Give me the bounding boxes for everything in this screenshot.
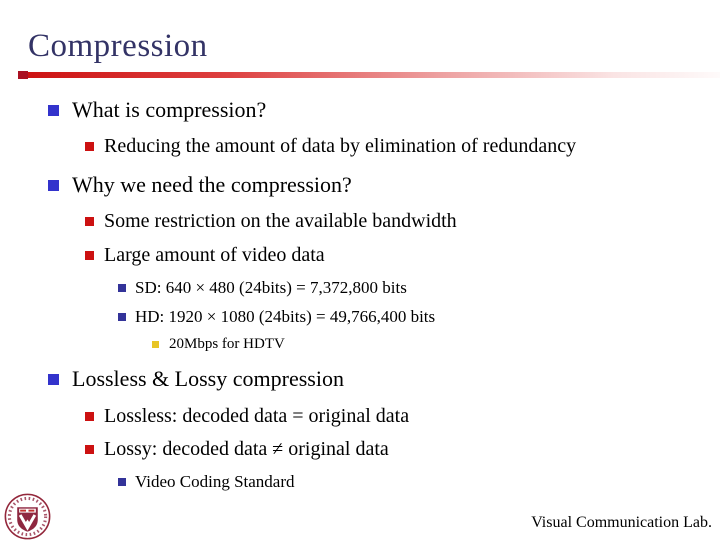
bullet-text: Lossless & Lossy compression	[72, 366, 344, 391]
bullet-text: Lossy: decoded data ≠ original data	[104, 438, 389, 460]
title-underline-cap	[18, 71, 28, 79]
bullet-text: HD: 1920 × 1080 (24bits) = 49,766,400 bi…	[135, 307, 436, 326]
square-bullet-icon	[85, 251, 94, 260]
square-bullet-icon	[118, 478, 126, 486]
bullet-item: Why we need the compression?	[48, 172, 352, 198]
university-seal-icon	[4, 493, 51, 540]
bullet-text: What is compression?	[72, 97, 267, 122]
square-bullet-icon	[85, 217, 94, 226]
square-bullet-icon	[85, 412, 94, 421]
bullet-item: Large amount of video data	[85, 244, 325, 267]
bullet-item: Some restriction on the available bandwi…	[85, 210, 457, 233]
bullet-item: Lossless & Lossy compression	[48, 366, 344, 392]
square-bullet-icon	[118, 313, 126, 321]
bullet-item: What is compression?	[48, 97, 266, 123]
bullet-text: Why we need the compression?	[72, 172, 352, 197]
square-bullet-icon	[85, 445, 94, 454]
title-underline-bar	[18, 71, 720, 79]
bullet-item: Lossless: decoded data = original data	[85, 405, 409, 428]
square-bullet-icon	[48, 104, 59, 116]
slide-title: Compression	[28, 28, 208, 64]
bullet-item: Video Coding Standard	[118, 472, 295, 492]
bullet-text: Lossless: decoded data = original data	[104, 405, 410, 427]
bullet-text: Video Coding Standard	[135, 472, 295, 491]
bullet-text: SD: 640 × 480 (24bits) = 7,372,800 bits	[135, 278, 407, 297]
square-bullet-icon	[118, 284, 126, 292]
bullet-text: Reducing the amount of data by eliminati…	[104, 135, 577, 157]
bullet-text: Some restriction on the available bandwi…	[104, 210, 457, 232]
university-seal-logo	[4, 493, 51, 540]
footer-lab-name: Visual Communication Lab.	[531, 514, 712, 531]
bullet-item: HD: 1920 × 1080 (24bits) = 49,766,400 bi…	[118, 307, 435, 327]
square-bullet-icon	[48, 373, 59, 385]
bullet-text: 20Mbps for HDTV	[169, 336, 285, 352]
square-bullet-icon	[85, 142, 94, 151]
bullet-item: SD: 640 × 480 (24bits) = 7,372,800 bits	[118, 278, 407, 298]
square-bullet-icon	[152, 341, 159, 348]
bullet-item: Reducing the amount of data by eliminati…	[85, 135, 576, 158]
square-bullet-icon	[48, 179, 59, 191]
bullet-text: Large amount of video data	[104, 244, 325, 266]
bullet-item: 20Mbps for HDTV	[152, 336, 285, 353]
bullet-item: Lossy: decoded data ≠ original data	[85, 438, 389, 461]
